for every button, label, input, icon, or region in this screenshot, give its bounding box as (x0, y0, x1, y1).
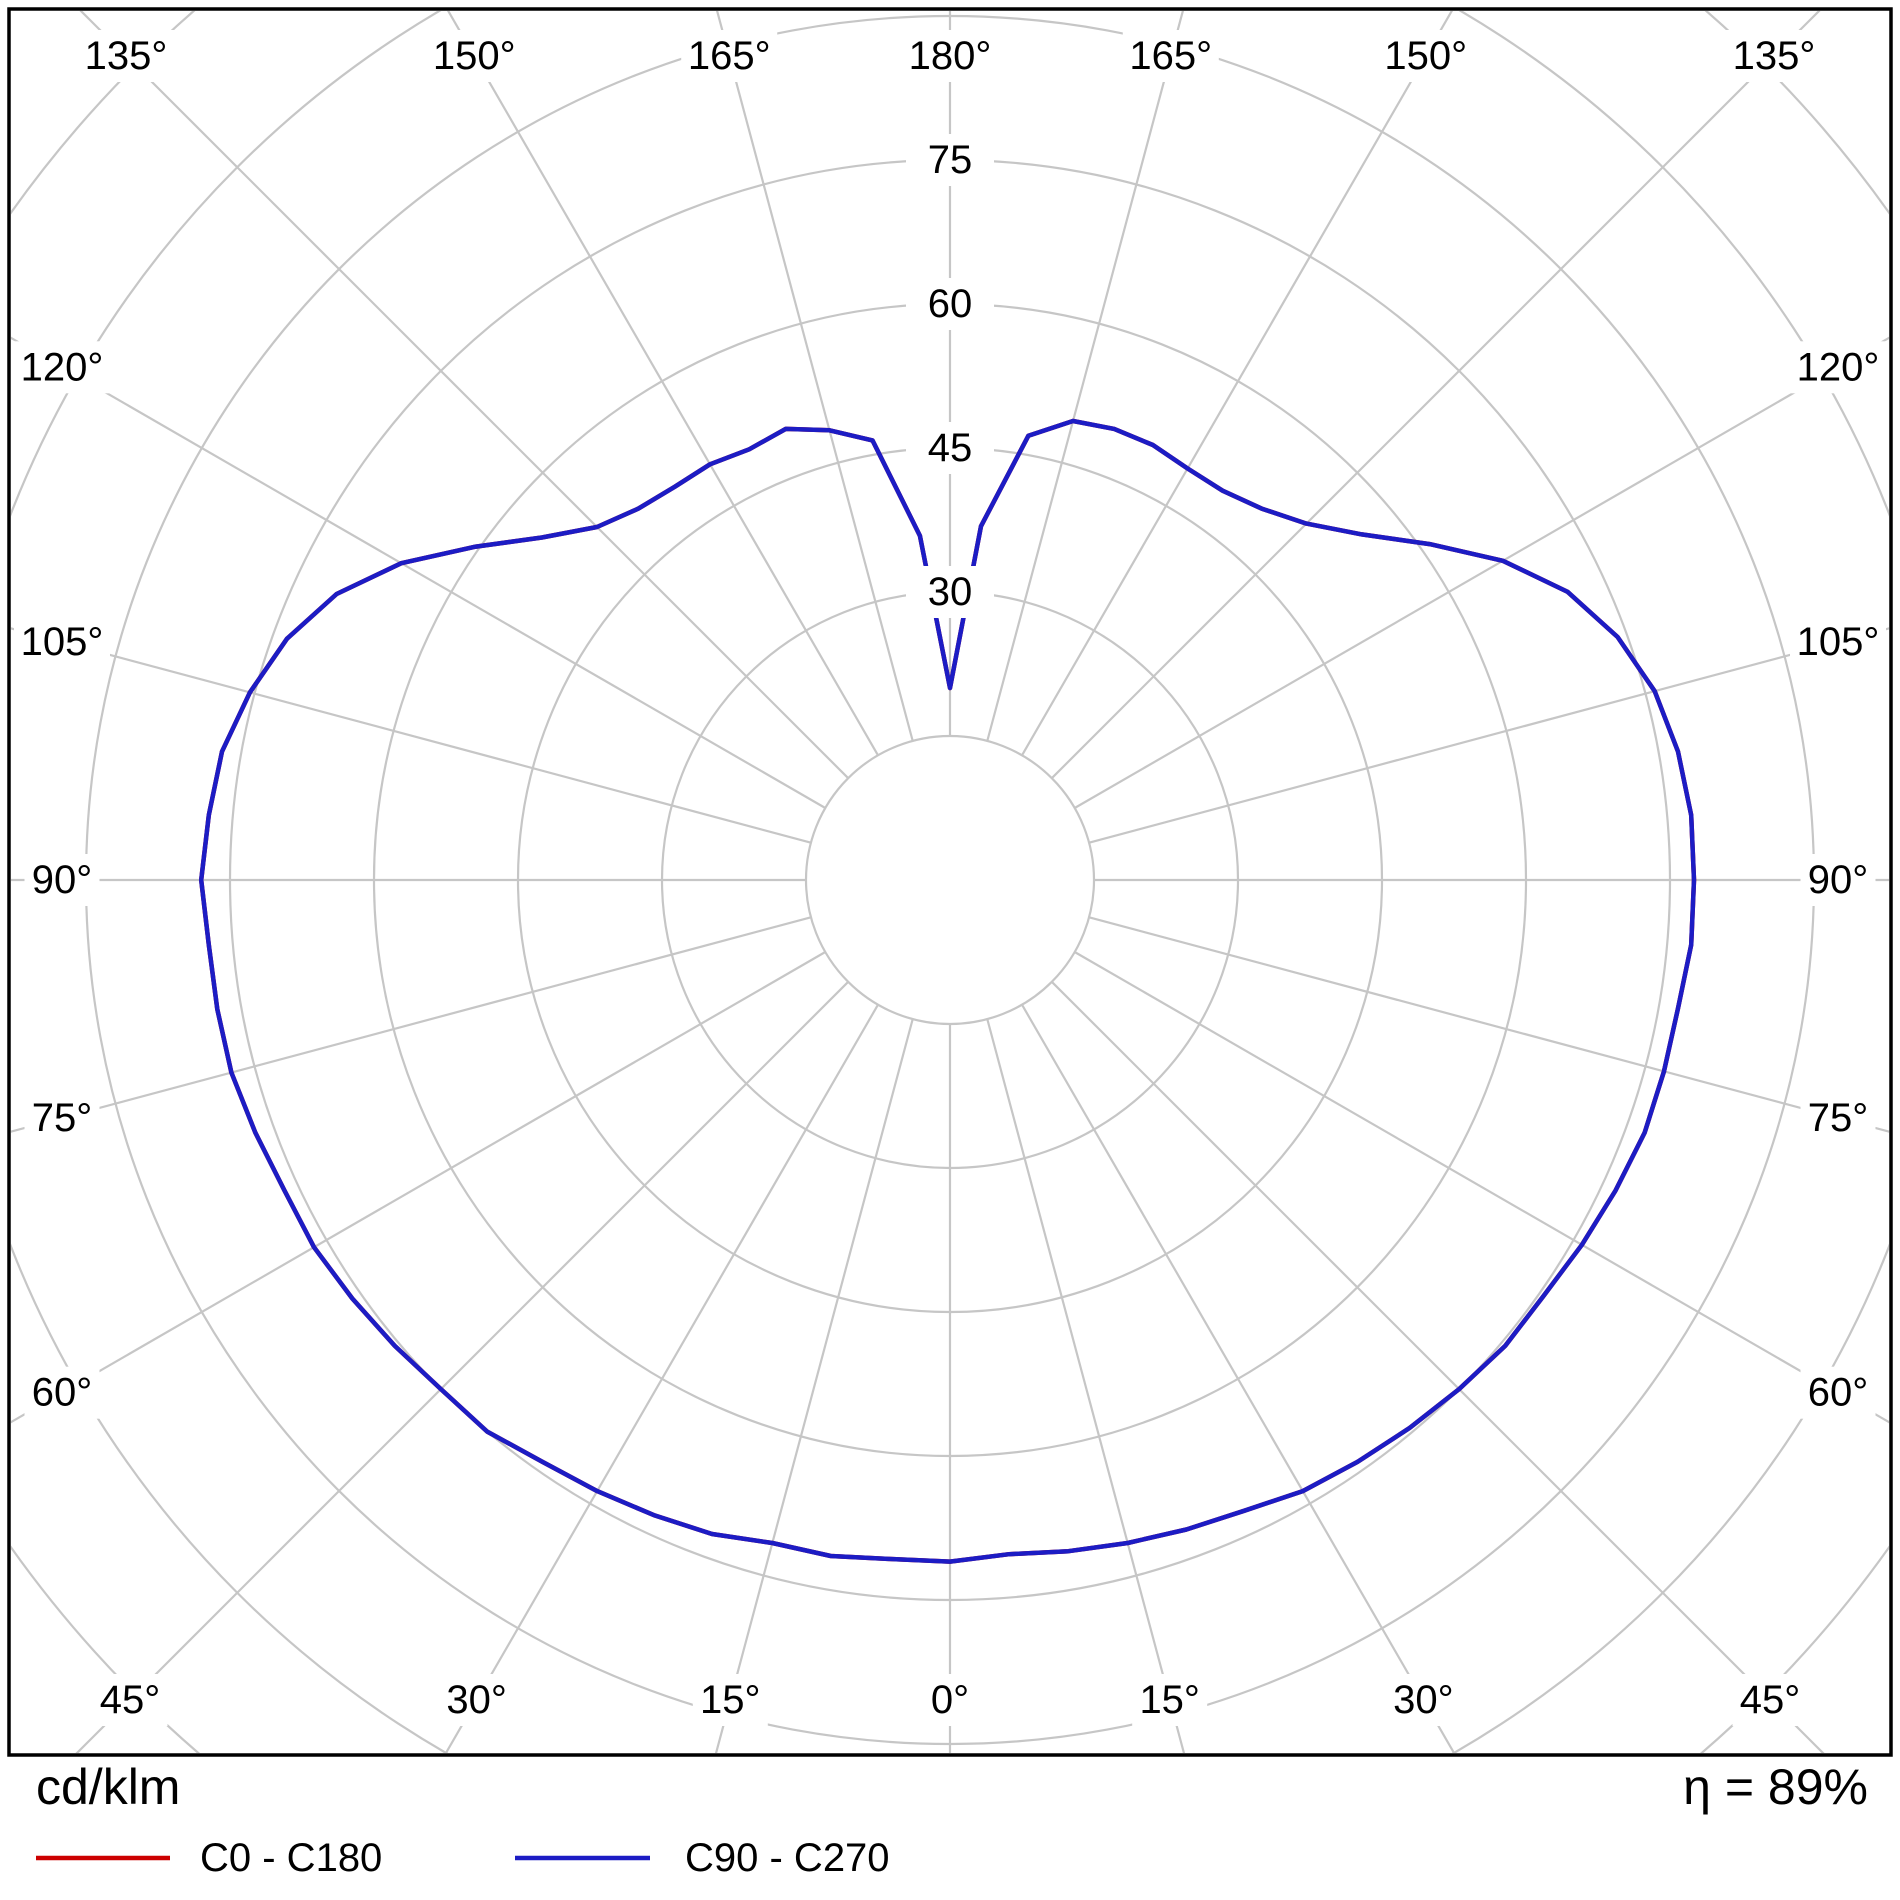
angle-label-left-165: 165° (688, 34, 771, 78)
angle-label-right-45: 45° (1740, 1678, 1801, 1722)
angle-label-bg (426, 30, 523, 82)
legend-label-c0-c180: C0 - C180 (200, 1836, 382, 1880)
angle-label-bg (78, 30, 174, 82)
angle-label-right-15: 15° (1139, 1678, 1200, 1722)
angle-label-left-30: 30° (446, 1678, 507, 1722)
angle-label-left-45: 45° (100, 1678, 161, 1722)
grid-ray-60 (1074, 951, 1889, 1424)
angle-label-right-180: 180° (909, 34, 992, 78)
grid-ray-15 (986, 1018, 1186, 1753)
angle-label-bg (902, 30, 998, 82)
radial-tick-bg (906, 278, 994, 330)
grid-ray-240 (11, 336, 826, 809)
angle-label-bg (1732, 1674, 1808, 1726)
angle-label-bg (439, 1674, 515, 1726)
grid-ray-105 (1088, 627, 1889, 844)
angle-label-bg (1800, 1366, 1876, 1419)
angle-label-left-15: 15° (700, 1678, 761, 1722)
radial-tick-bg (906, 134, 994, 186)
angle-label-bg (1122, 30, 1219, 82)
grid-ray-300 (11, 951, 826, 1424)
angle-label-right-30: 30° (1393, 1678, 1454, 1722)
angle-label-right-0: 0° (931, 1678, 969, 1722)
efficiency-label: η = 89% (1683, 1759, 1868, 1815)
angle-label-bg (1726, 30, 1822, 82)
legend-label-c90-c270: C90 - C270 (685, 1836, 890, 1880)
grid-ray-285 (11, 916, 812, 1133)
angle-label-bg (14, 341, 110, 394)
angle-label-right-150: 150° (1384, 34, 1467, 78)
angle-label-left-135: 135° (85, 34, 168, 78)
legend: C0 - C180 C90 - C270 (36, 1836, 890, 1880)
angle-label-bg (1800, 1091, 1876, 1144)
curve-C90-C270 (198, 418, 1697, 1564)
angle-label-bg (1800, 854, 1876, 906)
angle-label-bg (24, 1091, 100, 1144)
radial-tick-30: 30 (928, 570, 973, 614)
angle-label-right-60: 60° (1808, 1371, 1869, 1415)
angle-label-bg (1790, 341, 1886, 394)
angle-label-right-135: 135° (1733, 34, 1816, 78)
angle-label-bg (692, 1674, 768, 1726)
angle-label-right-90: 90° (1808, 858, 1869, 902)
angle-label-right-165: 165° (1129, 34, 1212, 78)
angle-label-bg (14, 616, 110, 669)
grid-ray-330 (444, 1004, 879, 1753)
angle-label-right-105: 105° (1797, 620, 1880, 664)
radial-tick-45: 45 (928, 426, 973, 470)
radial-tick-bg (906, 422, 994, 474)
intensity-curves (198, 418, 1697, 1564)
angle-label-bg (923, 1674, 977, 1726)
radial-tick-bg (906, 566, 994, 618)
angle-label-bg (1132, 1674, 1208, 1726)
angle-label-bg (1385, 1674, 1461, 1726)
radial-tick-labels: 30 45 60 75 (906, 134, 994, 618)
grid-ray-210 (446, 11, 879, 756)
angle-label-left-105: 105° (21, 620, 104, 664)
grid-ray-165 (986, 11, 1184, 742)
grid-ray-120 (1074, 336, 1889, 809)
grid-ray-345 (714, 1018, 914, 1753)
angle-label-bg (24, 854, 100, 906)
angle-label-left-150: 150° (433, 34, 516, 78)
radial-tick-75: 75 (928, 138, 973, 182)
grid-ray-195 (716, 11, 914, 742)
grid-ray-75 (1088, 916, 1889, 1133)
angle-label-left-90: 90° (32, 858, 93, 902)
radial-tick-60: 60 (928, 282, 973, 326)
angle-labels: 0° 15° 15° 30° 30° 45° 45° 60° 60° 75° 75° 90° 90° 10… (14, 30, 1886, 1726)
grid-ray-255 (11, 627, 812, 844)
grid-ray-30 (1021, 1004, 1456, 1753)
grid-ray-150 (1021, 11, 1454, 756)
angle-label-left-60: 60° (32, 1371, 93, 1415)
angle-label-bg (92, 1674, 168, 1726)
angle-label-bg (1790, 616, 1886, 669)
angle-label-bg (1377, 30, 1474, 82)
angle-label-bg (24, 1366, 100, 1419)
angle-label-right-120: 120° (1797, 345, 1880, 389)
angle-label-left-120: 120° (21, 345, 104, 389)
angle-label-bg (681, 30, 778, 82)
angle-label-right-75: 75° (1808, 1096, 1869, 1140)
units-label: cd/klm (36, 1759, 180, 1815)
angle-label-left-75: 75° (32, 1096, 93, 1140)
